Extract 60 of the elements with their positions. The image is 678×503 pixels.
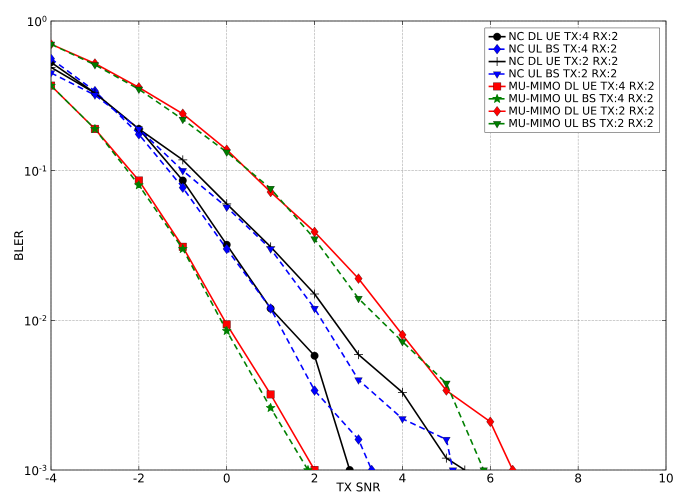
point xyxy=(178,108,187,119)
x-tick-label: 6 xyxy=(487,474,494,483)
legend-label: NC DL UE TX:2 RX:2 xyxy=(509,56,618,66)
point xyxy=(178,168,187,176)
point xyxy=(178,117,187,124)
x-tick-label: 2 xyxy=(312,474,318,482)
x-tick-label: 10 xyxy=(660,474,673,483)
point xyxy=(178,155,188,165)
point xyxy=(441,453,452,464)
point xyxy=(266,246,275,254)
point xyxy=(266,403,276,412)
point xyxy=(134,86,143,94)
legend-label: NC UL BS TX:2 RX:2 xyxy=(509,69,616,78)
point xyxy=(398,339,406,346)
x-tick-label: -2 xyxy=(133,474,144,482)
y-axis-title: BLER xyxy=(14,230,23,260)
x-tick-label: 8 xyxy=(575,474,582,483)
y-tick-label: 10$^{0}$ xyxy=(28,16,46,26)
point xyxy=(310,352,319,360)
legend-label: MU-MIMO UL BS TX:4 RX:2 xyxy=(509,94,652,102)
point xyxy=(310,306,319,314)
y-tick-label: 10$^{-1}$ xyxy=(25,166,46,176)
point xyxy=(178,182,187,193)
point xyxy=(486,416,494,427)
point xyxy=(222,150,231,157)
point xyxy=(310,385,318,396)
point xyxy=(222,326,232,335)
point xyxy=(354,434,362,445)
x-tick-label: 4 xyxy=(399,474,406,482)
point xyxy=(442,437,450,444)
point xyxy=(310,236,319,244)
point xyxy=(398,388,408,398)
point xyxy=(90,62,99,70)
point xyxy=(178,176,187,184)
x-tick-label: -4 xyxy=(46,474,56,482)
legend-label: MU-MIMO UL BS TX:2 RX:2 xyxy=(509,118,652,128)
legend-label: MU-MIMO DL UE TX:2 RX:2 xyxy=(509,106,654,115)
point xyxy=(266,186,275,194)
point xyxy=(222,320,231,328)
legend-label: MU-MIMO DL UE TX:4 RX:2 xyxy=(509,82,654,90)
point xyxy=(310,226,318,238)
point xyxy=(222,244,231,254)
point xyxy=(266,390,275,398)
point xyxy=(222,204,231,212)
point xyxy=(398,416,406,424)
y-tick-label: 10$^{-3}$ xyxy=(25,464,46,476)
x-axis-title: TX SNR xyxy=(336,482,380,492)
legend-label: NC UL BS TX:4 RX:2 xyxy=(509,44,616,53)
point xyxy=(442,380,450,388)
point xyxy=(310,289,320,299)
point xyxy=(398,330,406,340)
point xyxy=(354,350,364,360)
point xyxy=(354,273,362,284)
y-tick-label: 10$^{-2}$ xyxy=(25,315,46,326)
point xyxy=(354,378,363,385)
point xyxy=(90,92,99,100)
point xyxy=(134,180,144,190)
x-tick-label: 0 xyxy=(224,474,230,483)
point xyxy=(354,296,363,304)
legend-label: NC DL UE TX:4 RX:2 xyxy=(509,32,618,40)
